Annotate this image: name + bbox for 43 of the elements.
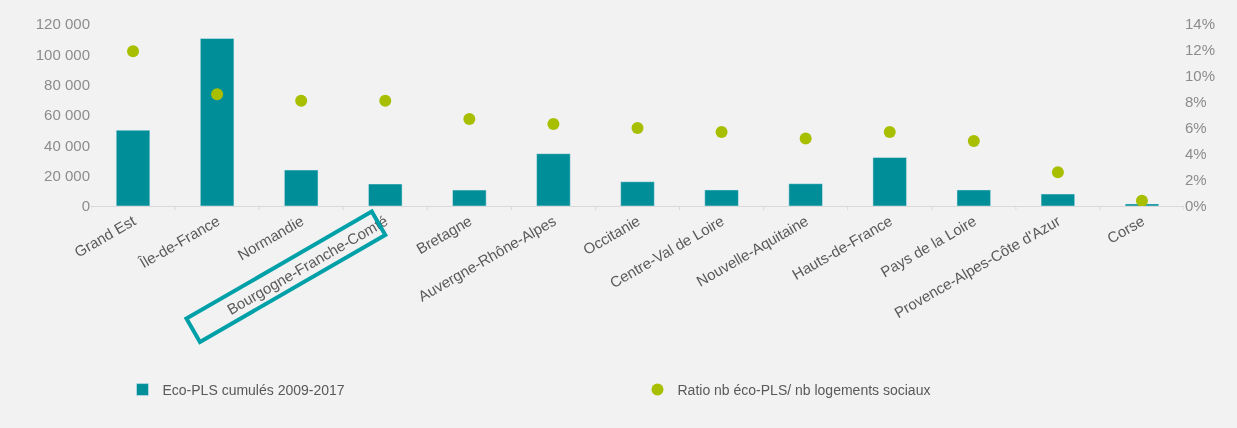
point bbox=[799, 132, 812, 145]
y2-tick-label: 12% bbox=[1185, 41, 1216, 59]
y-tick-label: 0 bbox=[81, 197, 90, 215]
bar bbox=[200, 38, 235, 206]
point bbox=[1135, 194, 1148, 206]
bar bbox=[704, 189, 739, 206]
point bbox=[1051, 166, 1064, 179]
bar bbox=[452, 189, 487, 206]
legend-label: Ratio nb éco-PLS/ nb logements sociaux bbox=[677, 382, 931, 399]
y-tick-label: 80 000 bbox=[44, 75, 90, 93]
point bbox=[127, 45, 140, 58]
point bbox=[379, 94, 392, 107]
y-tick-label: 100 000 bbox=[35, 45, 90, 63]
bar bbox=[368, 183, 403, 206]
point bbox=[883, 125, 896, 138]
bar bbox=[115, 129, 151, 206]
bar bbox=[788, 183, 823, 206]
bar bbox=[284, 169, 319, 206]
point bbox=[715, 125, 728, 138]
point bbox=[295, 94, 308, 107]
bar bbox=[956, 189, 991, 206]
y2-tick-label: 4% bbox=[1185, 145, 1207, 163]
bar bbox=[536, 153, 571, 206]
y2-tick-label: 8% bbox=[1185, 93, 1207, 111]
y2-tick-label: 0% bbox=[1185, 197, 1207, 215]
y2-tick-label: 6% bbox=[1185, 119, 1207, 137]
legend-label: Eco-PLS cumulés 2009-2017 bbox=[162, 382, 345, 399]
y-tick-label: 60 000 bbox=[44, 106, 90, 124]
y2-tick-label: 10% bbox=[1185, 67, 1216, 85]
bar bbox=[1040, 193, 1075, 206]
point bbox=[211, 88, 224, 101]
y2-tick-label: 14% bbox=[1185, 15, 1216, 33]
point bbox=[967, 135, 980, 147]
point bbox=[463, 112, 476, 125]
y-tick-label: 120 000 bbox=[35, 15, 90, 33]
bar bbox=[872, 157, 907, 206]
bar bbox=[620, 181, 655, 206]
y2-tick-label: 2% bbox=[1185, 171, 1207, 189]
y-tick-label: 40 000 bbox=[44, 136, 90, 154]
point bbox=[547, 118, 560, 131]
y-tick-label: 20 000 bbox=[44, 166, 90, 184]
x-tick-label: Corse bbox=[1104, 211, 1148, 247]
point bbox=[631, 122, 644, 134]
